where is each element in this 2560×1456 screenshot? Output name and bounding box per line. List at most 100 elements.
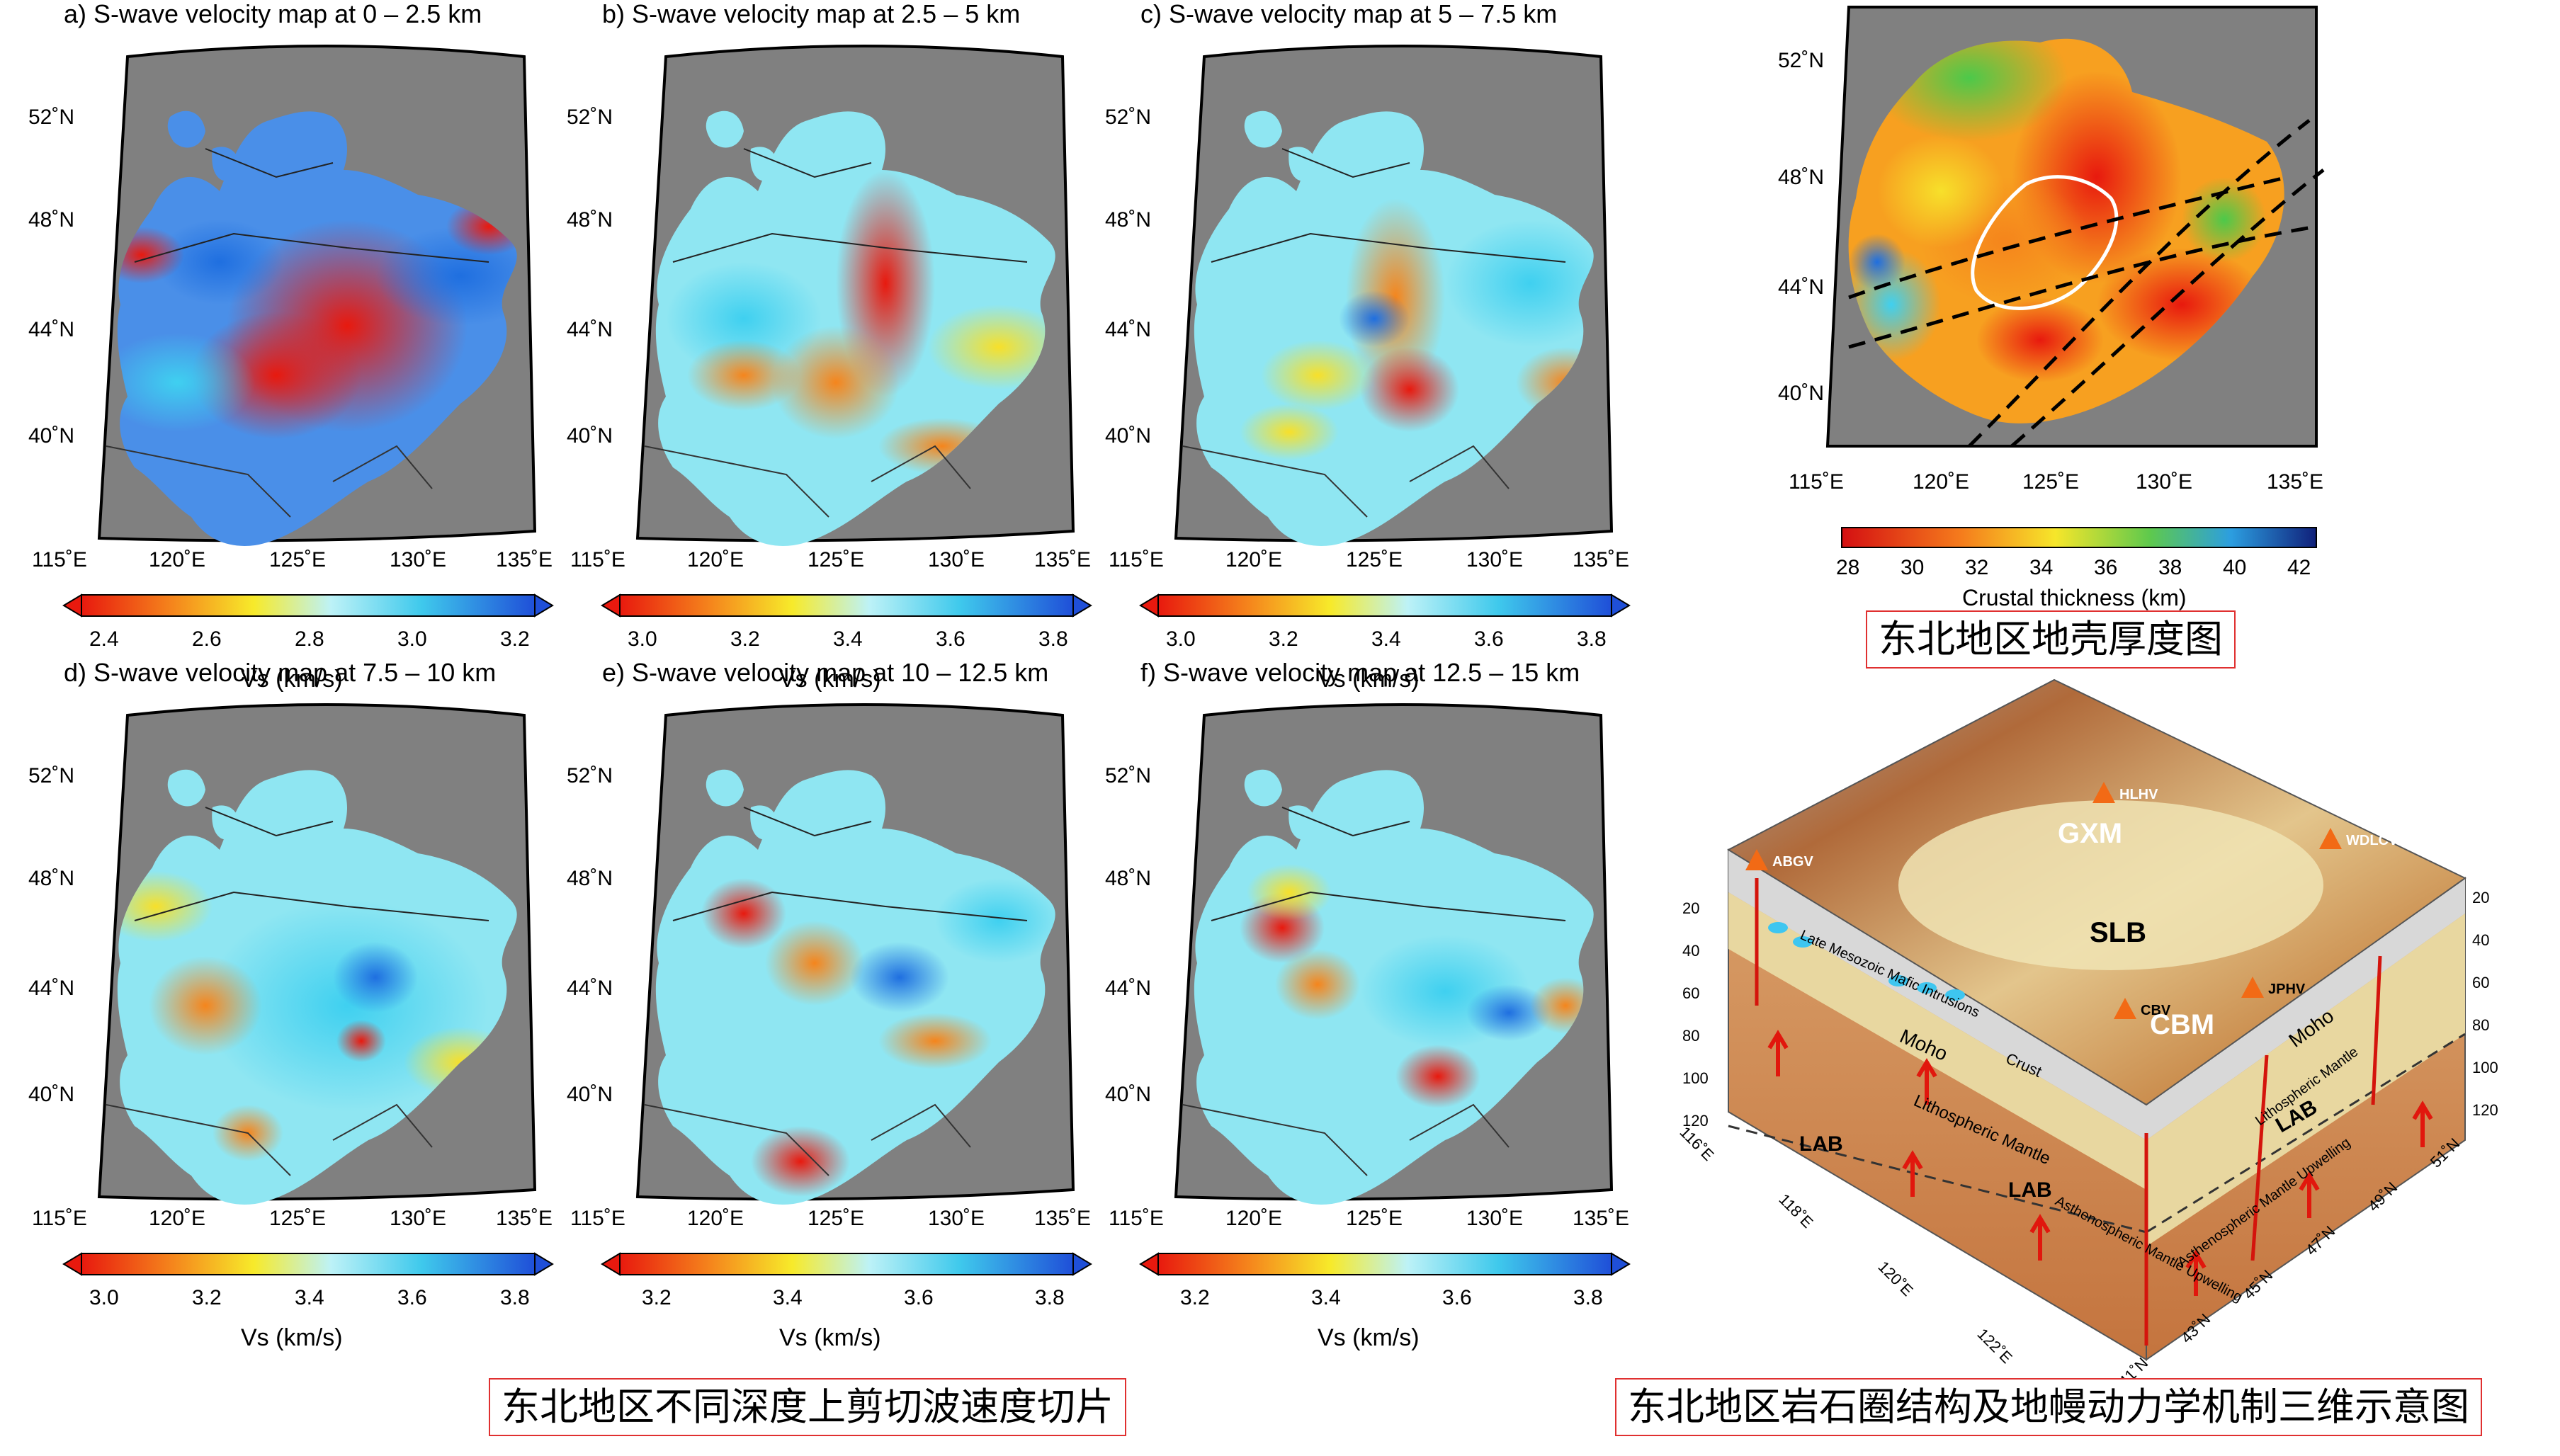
panel-c-lon-label: 125˚E <box>1346 548 1403 571</box>
panel-f-anomaly <box>1275 949 1360 1020</box>
lon-tick: 118˚E <box>1775 1190 1816 1232</box>
depth-tick-right: 20 <box>2472 889 2489 906</box>
panel-d-anomaly <box>336 1020 386 1062</box>
panel-a-anomaly <box>117 333 255 432</box>
panel-b-lat-label: 44˚N <box>567 318 613 341</box>
panel-c-colorbar-tick: 3.0 <box>1166 627 1196 651</box>
songliao-basin-area <box>1898 800 2323 970</box>
panel-c-colorbar-tick: 3.4 <box>1371 627 1401 651</box>
volcano-label: HLHV <box>2119 787 2158 802</box>
panel-a-colorbar-label: Vs (km/s) <box>241 666 343 693</box>
depth-tick-left: 20 <box>1682 899 1699 917</box>
panel-c-colorbar-high <box>1611 593 1631 618</box>
panel-b-colorbar-tick: 3.0 <box>628 627 657 651</box>
panel-a-anomaly <box>156 220 283 305</box>
magma-conduit <box>2371 955 2382 1105</box>
panel-a-lat-label: 48˚N <box>28 208 74 232</box>
panel-e-border <box>672 807 1028 921</box>
panel-b-colorbar-label: Vs (km/s) <box>779 666 881 693</box>
panel-b-colorbar-tick: 3.8 <box>1038 627 1068 651</box>
mafic-intrusion-dot <box>1888 975 1908 986</box>
thickness-colorbar-tick: 32 <box>1965 556 1988 579</box>
panel-f-colorbar-label: Vs (km/s) <box>1318 1324 1420 1351</box>
panel-b-colorbar-tick: 3.4 <box>833 627 863 651</box>
panel-a-lat-label: 44˚N <box>28 318 74 341</box>
panel-d-colorbar-tick: 3.2 <box>192 1286 222 1309</box>
volcano-label: WDLCV <box>2346 833 2398 848</box>
depth-tick-left: 120 <box>1682 1112 1709 1130</box>
panel-d-colorbar: 3.0 3.2 3.4 3.6 3.8 Vs (km/s) <box>62 1252 554 1351</box>
panel-f-lon-label: 125˚E <box>1346 1207 1403 1230</box>
panel-a-colorbar-tick: 2.4 <box>89 627 119 651</box>
panel-a-colorbar-high <box>534 593 554 618</box>
thickness-colorbar-tick: 38 <box>2158 556 2182 579</box>
panel-b-colorbar: 3.0 3.2 3.4 3.6 3.8 Vs (km/s) <box>601 593 1092 693</box>
panel-c-lon-label: 135˚E <box>1573 548 1629 571</box>
thickness-anomaly <box>1976 297 2104 382</box>
panel-b-colorbar-tick: 3.2 <box>730 627 760 651</box>
panel-f-lat-label: 48˚N <box>1105 867 1151 890</box>
thickness-panel: 52˚N 48˚N 44˚N 40˚N 115˚E 120˚E 125˚E 130˚E 135˚… <box>1778 6 2325 610</box>
volcano-label: CBV <box>2141 1003 2171 1018</box>
thickness-colorbar-tick: 40 <box>2223 556 2246 579</box>
panel-e-lon-label: 135˚E <box>1034 1207 1091 1230</box>
panel-e-colorbar-tick: 3.8 <box>1035 1286 1065 1309</box>
panel-e-lat-label: 44˚N <box>567 977 613 1000</box>
panel-a-colorbar-tick: 2.8 <box>295 627 324 651</box>
depth-tick-left: 100 <box>1682 1069 1709 1087</box>
caption-3d-block: 东北地区岩石圈结构及地幔动力学机制三维示意图 <box>1615 1378 2482 1436</box>
fault-line <box>2010 169 2325 448</box>
panel-f-title: f) S-wave velocity map at 12.5 – 15 km <box>1140 658 1580 687</box>
panel-e-anomaly <box>878 1013 992 1069</box>
panel-a-lat-label: 40˚N <box>28 424 74 448</box>
panel-f-colorbar: 3.2 3.4 3.6 3.8 Vs (km/s) <box>1139 1252 1631 1351</box>
panel-e-lon-label: 130˚E <box>928 1207 985 1230</box>
thickness-anomaly <box>1877 135 2005 248</box>
panel-c-anomaly <box>1339 290 1410 347</box>
panel-c-anomaly <box>1261 340 1374 411</box>
thickness-lat-label: 40˚N <box>1778 382 1824 405</box>
magma-conduit <box>2250 1054 2269 1261</box>
panel-f-colorbar-tick: 3.8 <box>1573 1286 1603 1309</box>
panel-b-lon-label: 135˚E <box>1034 548 1091 571</box>
thickness-lon-label: 135˚E <box>2267 470 2323 494</box>
region-label-slb: SLB <box>2090 917 2146 948</box>
panel-a-title: a) S-wave velocity map at 0 – 2.5 km <box>64 0 482 28</box>
crust-layer-right <box>2146 878 2465 1140</box>
thickness-lon-label: 115˚E <box>1789 470 1844 494</box>
panel-f-coastline <box>1182 1103 1510 1176</box>
panel-c-colorbar-tick: 3.8 <box>1577 627 1607 651</box>
fault-line <box>1848 224 2317 349</box>
upwelling-arrow <box>1767 1030 1789 1076</box>
panel-b-lon-label: 115˚E <box>570 548 625 571</box>
thickness-lon-label: 130˚E <box>2136 470 2192 494</box>
panel-b-coastline <box>644 445 971 518</box>
panel-f-anomaly <box>1466 984 1551 1041</box>
panel-f-colorbar-tick: 3.2 <box>1180 1286 1210 1309</box>
panel-c-colorbar-low <box>1139 593 1159 618</box>
thickness-colorbar: 28 30 32 34 36 38 40 42 Crustal thickness (km) <box>1836 527 2317 610</box>
panel-e-coastline <box>644 1103 971 1176</box>
panel-c-border <box>1211 148 1566 263</box>
panel-e-colorbar-high <box>1072 1252 1092 1276</box>
panel-b-title: b) S-wave velocity map at 2.5 – 5 km <box>602 0 1020 28</box>
panel-c-lon-label: 120˚E <box>1225 548 1282 571</box>
panel-e-colorbar-tick: 3.6 <box>904 1286 934 1309</box>
upwelling-arrow <box>2185 1249 2207 1296</box>
lab-line-left <box>1728 1125 2147 1234</box>
panel-a-colorbar: 2.4 2.6 2.8 3.0 3.2 Vs (km/s) <box>62 593 554 693</box>
panel-d-lon-label: 125˚E <box>269 1207 326 1230</box>
thickness-lat-label: 48˚N <box>1778 166 1824 189</box>
panel-d-anomaly <box>333 942 418 1013</box>
panel-b-colorbar-bar <box>619 594 1074 617</box>
panel-c-anomaly <box>1445 220 1594 347</box>
volcano-label: ABGV <box>1772 854 1813 870</box>
upwelling-arrow <box>2412 1100 2433 1147</box>
depth-tick-left: 40 <box>1682 942 1699 960</box>
panel-b-lat-label: 52˚N <box>567 106 613 129</box>
mafic-intrusion-dot <box>1768 922 1788 933</box>
depth-tick-right: 40 <box>2472 931 2489 949</box>
panel-e-colorbar: 3.2 3.4 3.6 3.8 Vs (km/s) <box>601 1252 1092 1351</box>
